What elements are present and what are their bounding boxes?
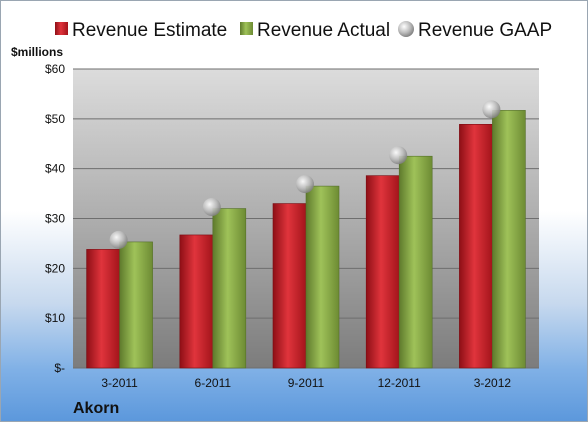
legend-label-gaap: Revenue GAAP: [418, 20, 552, 41]
x-tick-label: 3-2011: [101, 376, 138, 390]
bar-revenue-estimate: [179, 234, 214, 369]
bar-revenue-estimate: [365, 175, 400, 369]
x-tick-label: 3-2012: [474, 376, 512, 390]
legend-marker-gaap: [398, 21, 414, 37]
y-axis-unit-label: $millions: [11, 45, 63, 59]
marker-revenue-gaap: [109, 230, 128, 249]
legend-label-estimate: Revenue Estimate: [72, 20, 227, 41]
company-label: Akorn: [73, 400, 119, 417]
x-axis-ticks: 3-2011 6-2011 9-2011 12-2011 3-2012: [101, 376, 511, 390]
bar-revenue-estimate: [272, 203, 307, 369]
bar-revenue-estimate: [86, 249, 120, 369]
bars: [86, 110, 526, 369]
legend-swatch-estimate: [55, 22, 68, 35]
y-tick-label: $50: [45, 112, 65, 126]
bar-revenue-actual: [119, 241, 153, 369]
x-tick-label: 6-2011: [195, 376, 232, 390]
bar-revenue-actual: [398, 155, 433, 369]
marker-revenue-gaap: [296, 175, 314, 194]
x-tick-label: 12-2011: [378, 376, 421, 390]
bar-revenue-actual: [492, 110, 526, 369]
gaap-markers: [109, 100, 501, 249]
y-tick-label: $20: [45, 261, 65, 275]
y-axis-ticks: $- $10 $20 $30 $40 $50 $60: [45, 62, 65, 375]
bar-revenue-actual: [305, 185, 340, 369]
y-tick-label: $30: [45, 212, 65, 226]
y-tick-label: $-: [54, 361, 65, 375]
marker-revenue-gaap: [202, 198, 221, 217]
y-tick-label: $60: [45, 62, 65, 76]
y-tick-label: $40: [45, 162, 65, 176]
legend-label-actual: Revenue Actual: [257, 20, 390, 41]
legend: Revenue Estimate Revenue Actual Revenue …: [55, 20, 552, 41]
marker-revenue-gaap: [482, 100, 501, 119]
legend-swatch-actual: [240, 22, 253, 35]
x-tick-label: 9-2011: [288, 376, 325, 390]
marker-revenue-gaap: [389, 146, 408, 165]
bar-revenue-estimate: [459, 124, 493, 369]
bar-revenue-actual: [212, 208, 247, 369]
y-tick-label: $10: [45, 311, 65, 325]
